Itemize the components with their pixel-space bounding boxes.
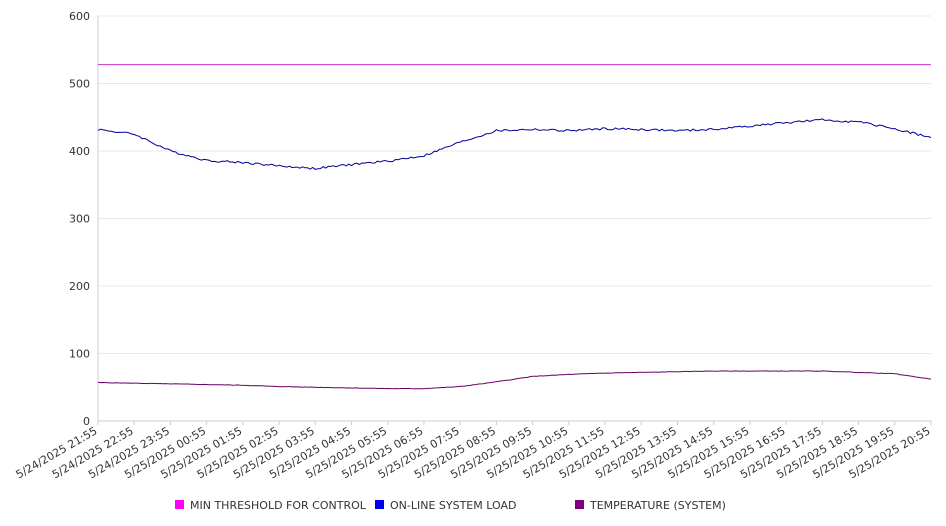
series-lines: [97, 64, 932, 390]
legend-label: TEMPERATURE (SYSTEM): [589, 499, 726, 512]
y-gridlines: [98, 15, 931, 354]
legend-label: ON-LINE SYSTEM LOAD: [390, 499, 516, 512]
y-tick-label: 400: [69, 145, 90, 158]
y-tick-label: 600: [69, 10, 90, 23]
legend-label: MIN THRESHOLD FOR CONTROL: [190, 499, 367, 512]
x-axis-ticks: 5/24/2025 21:555/24/2025 22:555/24/2025 …: [14, 421, 933, 481]
y-tick-label: 100: [69, 348, 90, 361]
y-tick-label: 500: [69, 78, 90, 91]
y-tick-label: 300: [69, 213, 90, 226]
y-axis-ticks: 0 100 200 300 400 500 600: [69, 10, 90, 428]
series-line-3: [97, 370, 932, 390]
legend: MIN THRESHOLD FOR CONTROL ON-LINE SYSTEM …: [175, 499, 726, 512]
y-tick-label: 0: [83, 415, 90, 428]
legend-swatch: [375, 500, 384, 509]
series-line-2: [97, 118, 932, 170]
legend-swatch: [575, 500, 584, 509]
legend-swatch: [175, 500, 184, 509]
y-tick-label: 200: [69, 280, 90, 293]
